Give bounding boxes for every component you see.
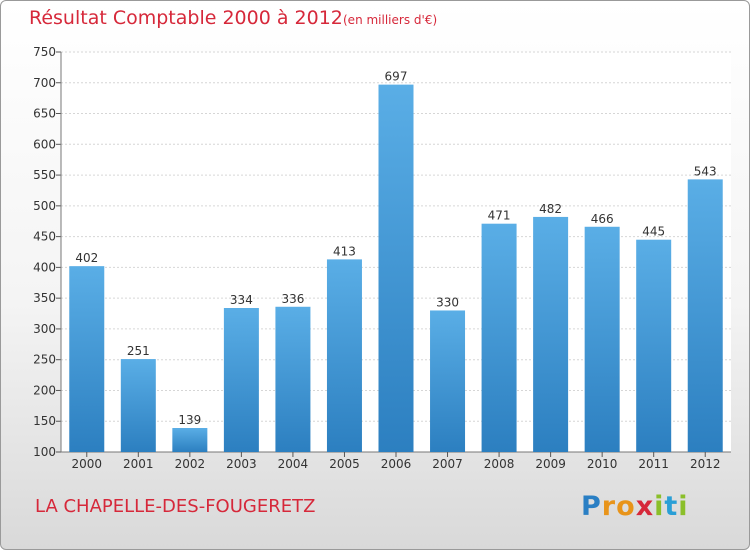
data-label: 697 [385,70,408,84]
y-tick-label: 200 [33,383,56,397]
bar [636,239,672,452]
data-label: 466 [591,212,614,226]
x-tick-label: 2004 [278,457,309,471]
x-tick-label: 2010 [587,457,618,471]
y-tick-label: 650 [33,107,56,121]
data-label: 334 [230,293,253,307]
y-tick-labels: 100 150 200 250 300 350 400 450 500 550 600 650 700 7… [33,45,56,459]
y-tick-label: 500 [33,199,56,213]
y-tick-label: 100 [33,445,56,459]
logo-letter: i [678,491,689,522]
x-tick-label: 2003 [226,457,257,471]
x-tick-label: 2011 [638,457,669,471]
data-label: 336 [281,292,304,306]
bar [430,310,466,452]
bars [69,84,723,452]
bar [687,179,723,452]
y-tick-label: 550 [33,168,56,182]
logo-letter: i [654,491,665,522]
location-name: LA CHAPELLE-DES-FOUGERETZ [35,496,316,517]
chart-title: Résultat Comptable 2000 à 2012 [29,7,343,29]
y-tick-label: 700 [33,76,56,90]
grid-lines [56,51,731,453]
logo-letter: t [664,491,679,522]
x-tick-label: 2005 [329,457,360,471]
bar [223,308,259,452]
data-label: 330 [436,295,459,309]
data-label: 402 [75,251,98,265]
data-label: 543 [694,164,717,178]
x-tick-label: 2012 [690,457,721,471]
x-tick-label: 2009 [535,457,566,471]
bar [378,84,414,452]
x-tick-label: 2008 [484,457,515,471]
logo-letter: x [635,491,655,522]
data-label: 445 [642,225,665,239]
data-label: 471 [488,209,511,223]
logo-letter: r [601,491,617,522]
y-tick-label: 450 [33,230,56,244]
bar [172,428,208,452]
bar [120,359,156,452]
bar [481,223,517,452]
bar [533,216,569,452]
x-tick-label: 2007 [432,457,463,471]
y-tick-label: 600 [33,137,56,151]
data-label: 251 [127,344,150,358]
x-tick-labels: 2000 2001 2002 2003 2004 2005 2006 2007 2008 2009… [71,452,721,471]
bar [584,226,620,452]
y-tick-label: 150 [33,414,56,428]
y-tick-label: 750 [33,45,56,59]
data-labels: 402 251 139 334 336 413 697 330 471 482 466 445 543 [75,70,716,427]
x-tick-label: 2000 [71,457,102,471]
logo-letter: P [581,491,602,522]
x-tick-label: 2001 [123,457,154,471]
bar [275,306,311,452]
y-tick-label: 250 [33,353,56,367]
y-tick-label: 300 [33,322,56,336]
logo-letter: o [616,491,636,522]
x-tick-label: 2006 [381,457,412,471]
data-label: 482 [539,202,562,216]
y-tick-label: 400 [33,260,56,274]
proxiti-logo: Proxiti [581,491,689,522]
bar [69,266,105,452]
data-label: 139 [178,413,201,427]
data-label: 413 [333,244,356,258]
chart-subtitle: (en milliers d'€) [343,13,438,27]
bar [326,259,362,452]
x-tick-label: 2002 [175,457,206,471]
y-tick-label: 350 [33,291,56,305]
